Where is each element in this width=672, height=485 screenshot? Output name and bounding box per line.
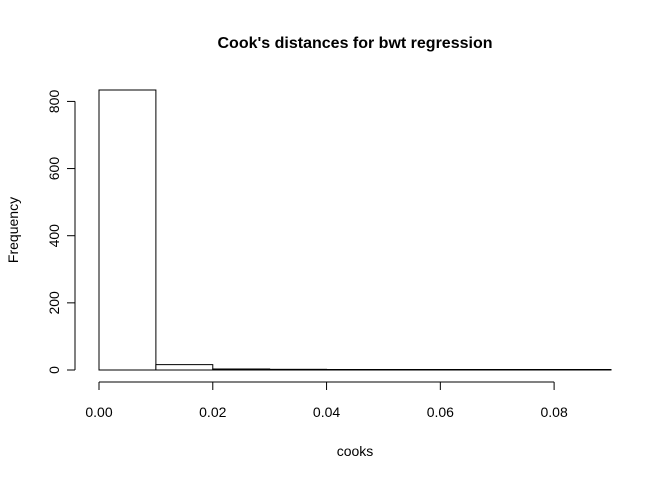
y-tick-label: 400 xyxy=(46,224,62,248)
histogram-bar-2 xyxy=(212,368,271,371)
histogram-bar-4 xyxy=(326,369,384,371)
bars-group xyxy=(98,89,612,371)
y-tick-label: 800 xyxy=(46,90,62,114)
y-tick-label: 0 xyxy=(46,366,62,374)
y-axis: 0 200 400 600 800 xyxy=(46,90,76,374)
histogram-bar-3 xyxy=(269,368,328,371)
x-tick-label: 0.00 xyxy=(85,404,112,420)
histogram-bar-8 xyxy=(553,369,612,371)
histogram-bar-1 xyxy=(155,364,214,371)
histogram-bar-6 xyxy=(439,369,498,371)
x-tick-label: 0.04 xyxy=(313,404,340,420)
histogram-bar-0 xyxy=(98,89,157,371)
chart-title: Cook's distances for bwt regression xyxy=(218,35,493,52)
y-tick-label: 200 xyxy=(46,291,62,315)
histogram-bar-5 xyxy=(382,369,441,371)
y-tick-label: 600 xyxy=(46,157,62,181)
histogram-bar-7 xyxy=(496,369,555,371)
x-axis-label: cooks xyxy=(337,443,374,459)
x-tick-label: 0.02 xyxy=(199,404,226,420)
x-axis: 0.00 0.02 0.04 0.06 0.08 xyxy=(85,381,568,420)
x-tick-label: 0.06 xyxy=(427,404,454,420)
x-tick-label: 0.08 xyxy=(540,404,567,420)
y-axis-label: Frequency xyxy=(5,197,21,263)
